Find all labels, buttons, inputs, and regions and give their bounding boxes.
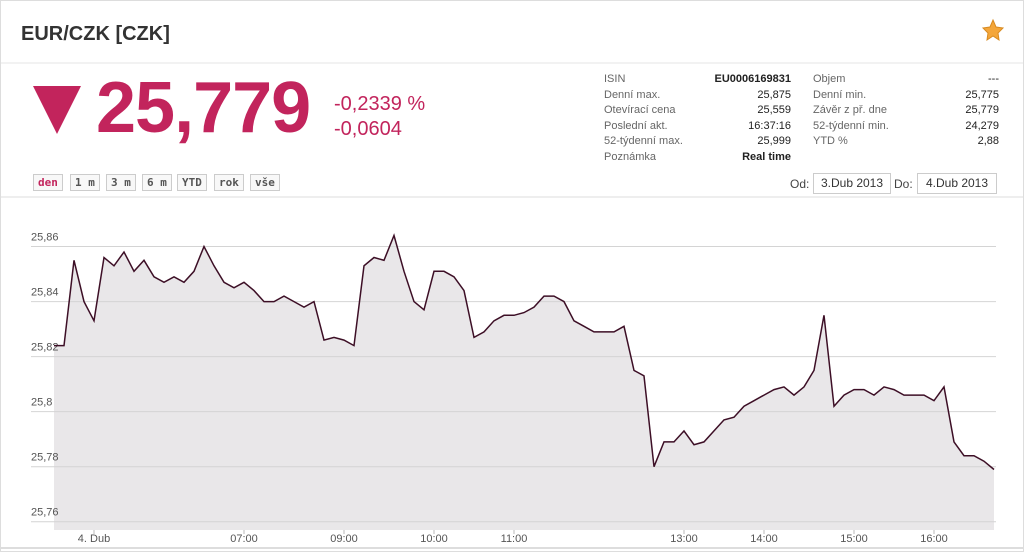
from-date[interactable]: 3.Dub 2013 [813, 173, 891, 194]
y-tick-label: 25,82 [31, 342, 59, 354]
y-tick-label: 25,8 [31, 397, 52, 409]
info-value: Real time [742, 151, 791, 163]
info-value: 25,775 [965, 88, 999, 101]
y-tick-label: 25,84 [31, 287, 59, 299]
x-tick-label: 11:00 [501, 533, 528, 545]
info-value: EU0006169831 [714, 73, 791, 85]
period-button[interactable]: 3 m [106, 174, 136, 191]
change-absolute: -0,0604 [334, 118, 402, 140]
x-tick-label: 10:00 [420, 533, 448, 545]
x-tick-label: 13:00 [670, 533, 698, 545]
price-line [54, 233, 995, 471]
price: 25,779 [96, 68, 311, 148]
period-button[interactable]: den [33, 174, 63, 191]
info-value: 25,779 [965, 104, 999, 117]
info-label: Otevírací cena [604, 104, 676, 117]
favorite-star[interactable] [981, 18, 1005, 42]
from-label: Od: [790, 177, 810, 191]
x-tick-label: 4. Dub [78, 533, 110, 545]
info-value: --- [988, 73, 999, 85]
info-value: 2,88 [977, 135, 999, 148]
area [54, 235, 994, 530]
period-button[interactable]: YTD [177, 174, 207, 191]
period-button[interactable]: 1 m [70, 174, 100, 191]
down-arrow [33, 86, 81, 134]
to-date[interactable]: 4.Dub 2013 [917, 173, 997, 194]
y-tick-label: 25,86 [31, 232, 59, 244]
info-label: Denní max. [604, 88, 661, 101]
title: EUR/CZK [CZK] [21, 23, 170, 45]
y-tick-label: 25,78 [31, 452, 59, 464]
period-button[interactable]: rok [214, 174, 244, 191]
info-label: YTD % [813, 135, 848, 148]
info-label: 52-týdenní max. [604, 135, 683, 148]
info-label: Denní min. [813, 88, 867, 101]
period-button[interactable]: vše [250, 174, 280, 191]
info-label: ISIN [604, 73, 626, 85]
info-value: 16:37:16 [748, 119, 791, 132]
info-value: 25,559 [757, 104, 791, 117]
period-button[interactable]: 6 m [142, 174, 172, 191]
x-tick-label: 15:00 [840, 533, 868, 545]
info-value: 24,279 [965, 119, 999, 132]
change-percent: -0,2339 % [334, 93, 426, 115]
info-label: Poslední akt. [604, 119, 668, 132]
x-tick-label: 14:00 [750, 533, 778, 545]
x-tick-label: 09:00 [330, 533, 358, 545]
x-tick-label: 07:00 [230, 533, 258, 545]
info-value: 25,875 [757, 88, 791, 101]
info-value: 25,999 [757, 135, 791, 148]
to-label: Do: [894, 177, 913, 191]
info-label: Objem [813, 73, 846, 85]
info-label: Poznámka [604, 151, 656, 163]
x-tick-label: 16:00 [920, 533, 948, 545]
info-label: Závěr z př. dne [813, 104, 887, 117]
info-label: 52-týdenní min. [813, 119, 889, 132]
y-tick-label: 25,76 [31, 507, 59, 519]
